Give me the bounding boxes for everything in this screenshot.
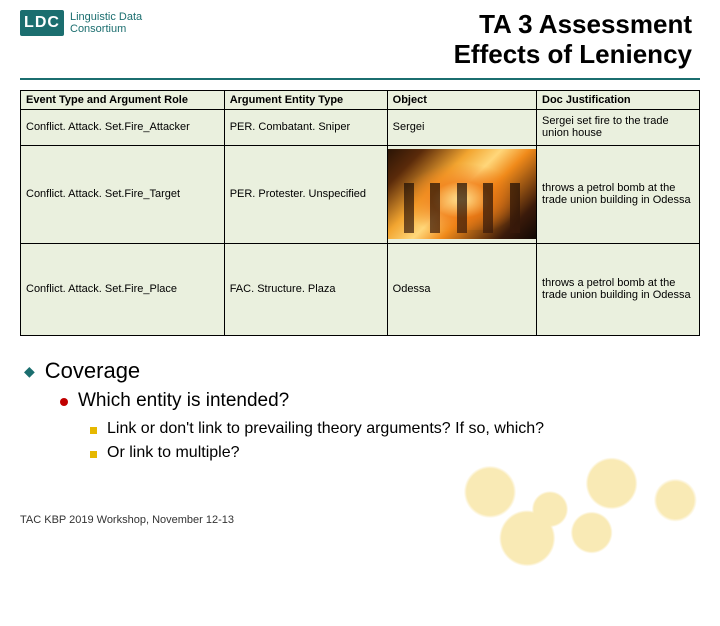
cell-entity: FAC. Structure. Plaza <box>224 243 387 335</box>
footer-text: TAC KBP 2019 Workshop, November 12-13 <box>20 514 234 526</box>
th-justification: Doc Justification <box>537 90 700 109</box>
logo-line2: Consortium <box>70 23 142 35</box>
bullet-level2: Which entity is intended? <box>60 390 700 412</box>
cell-object-image <box>387 145 536 243</box>
bullet-text: Or link to multiple? <box>107 444 240 462</box>
cell-justification: throws a petrol bomb at the trade union … <box>537 145 700 243</box>
square-icon <box>90 451 97 458</box>
diamond-icon: ◆ <box>24 358 35 384</box>
cell-entity: PER. Combatant. Sniper <box>224 109 387 145</box>
table-row: Conflict. Attack. Set.Fire_Attacker PER.… <box>21 109 700 145</box>
cell-entity: PER. Protester. Unspecified <box>224 145 387 243</box>
th-entity-type: Argument Entity Type <box>224 90 387 109</box>
bullet-text: Link or don't link to prevailing theory … <box>107 420 544 438</box>
square-icon <box>90 427 97 434</box>
th-object: Object <box>387 90 536 109</box>
cell-event: Conflict. Attack. Set.Fire_Attacker <box>21 109 225 145</box>
page-title: TA 3 Assessment Effects of Leniency <box>142 10 700 70</box>
cell-object: Sergei <box>387 109 536 145</box>
table-row: Conflict. Attack. Set.Fire_Place FAC. St… <box>21 243 700 335</box>
title-line1: TA 3 Assessment <box>142 10 692 40</box>
bullet-text: Coverage <box>45 358 140 384</box>
table-row: Conflict. Attack. Set.Fire_Target PER. P… <box>21 145 700 243</box>
logo-text: Linguistic Data Consortium <box>70 11 142 35</box>
dot-icon <box>60 398 68 406</box>
bullet-list: ◆ Coverage Which entity is intended? Lin… <box>24 358 700 462</box>
header: LDC Linguistic Data Consortium TA 3 Asse… <box>0 0 720 76</box>
bullet-level3: Or link to multiple? <box>90 444 700 462</box>
header-rule <box>20 78 700 80</box>
cell-event: Conflict. Attack. Set.Fire_Place <box>21 243 225 335</box>
cell-justification: throws a petrol bomb at the trade union … <box>537 243 700 335</box>
cell-event: Conflict. Attack. Set.Fire_Target <box>21 145 225 243</box>
th-event-type: Event Type and Argument Role <box>21 90 225 109</box>
table-header-row: Event Type and Argument Role Argument En… <box>21 90 700 109</box>
logo-line1: Linguistic Data <box>70 11 142 23</box>
bullet-level1: ◆ Coverage <box>24 358 700 384</box>
cell-object: Odessa <box>387 243 536 335</box>
ldc-logo: LDC Linguistic Data Consortium <box>20 10 142 36</box>
bullet-text: Which entity is intended? <box>78 390 289 412</box>
bullet-level3: Link or don't link to prevailing theory … <box>90 420 700 438</box>
cell-justification: Sergei set fire to the trade union house <box>537 109 700 145</box>
title-line2: Effects of Leniency <box>142 40 692 70</box>
assessment-table: Event Type and Argument Role Argument En… <box>20 90 700 336</box>
fire-image <box>388 149 536 239</box>
logo-mark: LDC <box>20 10 64 36</box>
